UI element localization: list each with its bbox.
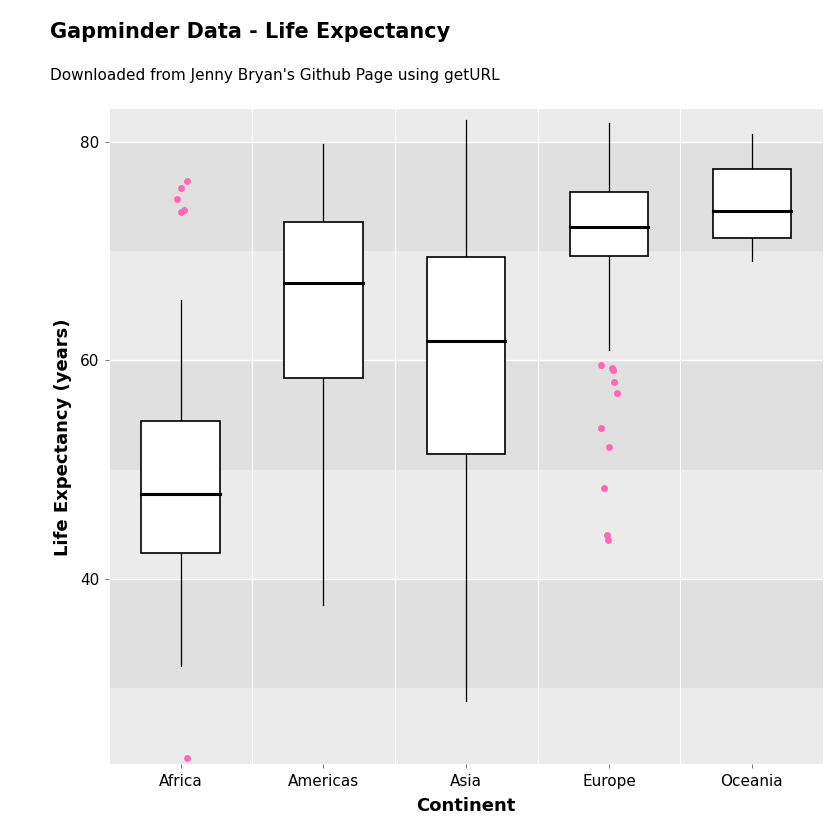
Bar [141, 422, 220, 553]
Bar [109, 33, 823, 142]
Bar [109, 142, 823, 251]
Bar [109, 579, 823, 688]
Bar [570, 192, 648, 256]
Bar [109, 360, 823, 470]
Bar [109, 470, 823, 579]
Y-axis label: Life Expectancy (years): Life Expectancy (years) [54, 318, 71, 555]
Text: Gapminder Data - Life Expectancy: Gapminder Data - Life Expectancy [50, 22, 450, 42]
Bar [284, 223, 363, 378]
Bar [712, 169, 791, 238]
Bar [109, 251, 823, 360]
Text: Downloaded from Jenny Bryan's Github Page using getURL: Downloaded from Jenny Bryan's Github Pag… [50, 68, 500, 82]
Bar [109, 688, 823, 797]
Bar [427, 256, 506, 454]
X-axis label: Continent: Continent [417, 797, 516, 816]
